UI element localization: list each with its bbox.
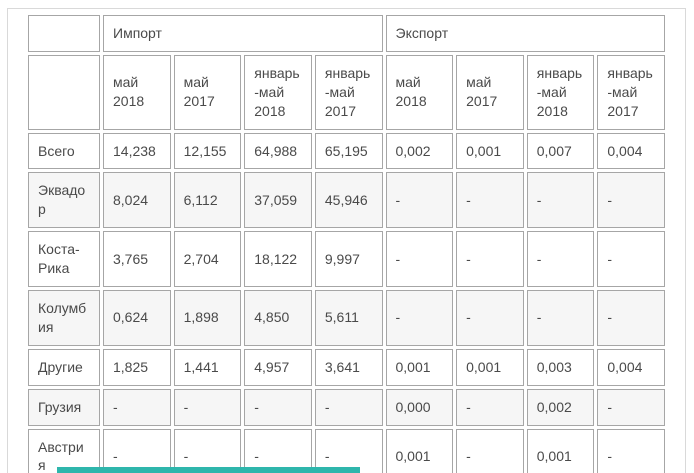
period-header-cell: январь-май 2017 <box>597 54 665 130</box>
value-cell: 0,002 <box>385 132 454 170</box>
value-cell: - <box>173 388 242 426</box>
value-cell: 1,898 <box>173 290 242 346</box>
value-cell: 0,001 <box>456 132 524 170</box>
period-header-cell: май 2017 <box>456 54 524 130</box>
period-header-cell: май 2018 <box>103 54 171 130</box>
group-header-export: Экспорт <box>385 15 665 52</box>
value-cell: - <box>103 428 171 473</box>
value-cell: - <box>456 290 524 346</box>
value-cell: 5,611 <box>314 290 383 346</box>
table-row: Колумбия 0,624 1,898 4,850 5,611- - - - <box>28 290 665 346</box>
value-cell: 3,641 <box>314 348 383 386</box>
value-cell: - <box>385 231 454 288</box>
value-cell: 4,957 <box>244 348 312 386</box>
table-row: Другие 1,825 1,441 4,957 3,641 0,001 0,001 0,00… <box>28 348 665 386</box>
value-cell: - <box>597 290 665 346</box>
value-cell: 0,004 <box>597 348 665 386</box>
value-cell: 0,007 <box>526 132 595 170</box>
corner-cell <box>28 15 100 52</box>
value-cell: - <box>103 388 171 426</box>
trade-statistics-table: Импорт Экспорт май 2018 май 2017 январь-май … <box>25 12 668 473</box>
period-header-cell: май 2017 <box>173 54 242 130</box>
value-cell: - <box>456 428 524 473</box>
period-header-cell: январь-май 2017 <box>314 54 383 130</box>
group-header-import: Импорт <box>103 15 383 52</box>
bottom-teal-bar <box>57 467 360 473</box>
row-label: Другие <box>28 348 100 386</box>
table-row: Австрия - - - -0,001-0,001- <box>28 428 665 473</box>
value-cell: 0,001 <box>456 348 524 386</box>
table-container: Импорт Экспорт май 2018 май 2017 январь-май … <box>7 8 686 473</box>
row-label: Австрия <box>28 428 100 473</box>
value-cell: 0,001 <box>385 348 454 386</box>
value-cell: - <box>456 172 524 229</box>
row-label: Грузия <box>28 388 100 426</box>
value-cell: 0,001 <box>526 428 595 473</box>
value-cell: - <box>385 172 454 229</box>
value-cell: - <box>244 428 312 473</box>
value-cell: 0,003 <box>526 348 595 386</box>
value-cell: 1,441 <box>173 348 242 386</box>
value-cell: - <box>314 388 383 426</box>
value-cell: - <box>597 388 665 426</box>
value-cell: - <box>597 231 665 288</box>
table-row: Коста-Рика 3,765 2,704 18,122 9,997- - - - <box>28 231 665 288</box>
value-cell: 4,850 <box>244 290 312 346</box>
row-label: Колумбия <box>28 290 100 346</box>
value-cell: - <box>526 290 595 346</box>
value-cell: 64,988 <box>244 132 312 170</box>
value-cell: 14,238 <box>103 132 171 170</box>
table-row: Всего 14,238 12,155 64,988 65,195 0,002 0,001 0… <box>28 132 665 170</box>
table-head: Импорт Экспорт май 2018 май 2017 январь-май … <box>28 15 665 130</box>
value-cell: 37,059 <box>244 172 312 229</box>
value-cell: 0,001 <box>385 428 454 473</box>
table-row: Грузия - - - -0,000-0,002- <box>28 388 665 426</box>
value-cell: - <box>385 290 454 346</box>
value-cell: 18,122 <box>244 231 312 288</box>
value-cell: - <box>526 172 595 229</box>
value-cell: 0,624 <box>103 290 171 346</box>
value-cell: 65,195 <box>314 132 383 170</box>
value-cell: - <box>314 428 383 473</box>
value-cell: - <box>597 428 665 473</box>
period-header-cell: январь-май 2018 <box>526 54 595 130</box>
group-header-row: Импорт Экспорт <box>28 15 665 52</box>
value-cell: 0,002 <box>526 388 595 426</box>
value-cell: - <box>244 388 312 426</box>
value-cell: 0,004 <box>597 132 665 170</box>
value-cell: 45,946 <box>314 172 383 229</box>
period-header-cell: май 2018 <box>385 54 454 130</box>
value-cell: 8,024 <box>103 172 171 229</box>
period-header-cell: январь-май 2018 <box>244 54 312 130</box>
value-cell: 0,000 <box>385 388 454 426</box>
value-cell: - <box>173 428 242 473</box>
value-cell: 2,704 <box>173 231 242 288</box>
table-body: Всего 14,238 12,155 64,988 65,195 0,002 0,001 0… <box>28 132 665 473</box>
value-cell: 6,112 <box>173 172 242 229</box>
value-cell: 1,825 <box>103 348 171 386</box>
table-row: Эквадор 8,024 6,112 37,059 45,946- - - - <box>28 172 665 229</box>
period-header-row: май 2018 май 2017 январь-май 2018 январь-ма… <box>28 54 665 130</box>
value-cell: - <box>597 172 665 229</box>
row-label: Эквадор <box>28 172 100 229</box>
corner-cell <box>28 54 100 130</box>
value-cell: 12,155 <box>173 132 242 170</box>
row-label: Всего <box>28 132 100 170</box>
value-cell: - <box>456 231 524 288</box>
value-cell: - <box>456 388 524 426</box>
row-label: Коста-Рика <box>28 231 100 288</box>
value-cell: 9,997 <box>314 231 383 288</box>
value-cell: - <box>526 231 595 288</box>
value-cell: 3,765 <box>103 231 171 288</box>
